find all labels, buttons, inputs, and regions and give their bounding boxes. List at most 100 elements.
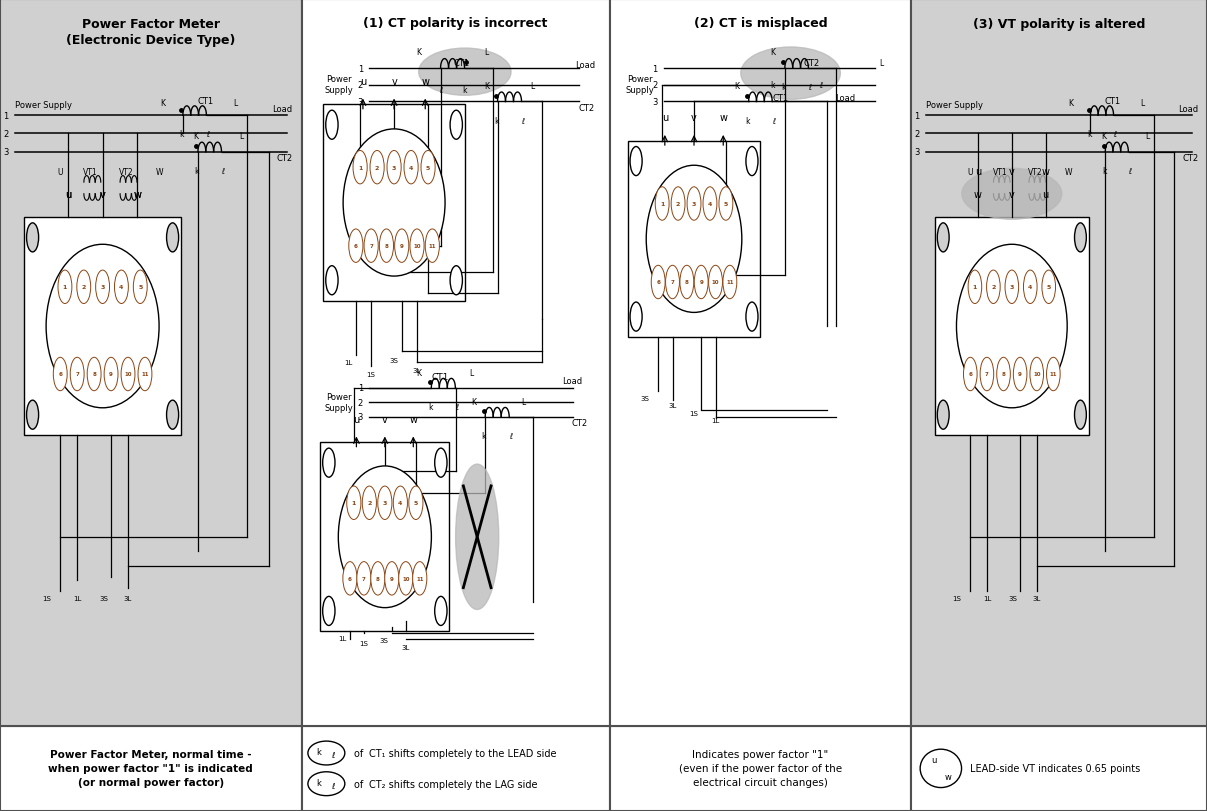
Circle shape	[167, 401, 179, 430]
Text: 3L: 3L	[124, 595, 133, 601]
FancyBboxPatch shape	[323, 105, 465, 301]
Text: u: u	[931, 755, 937, 765]
Text: Power
Supply: Power Supply	[625, 75, 654, 95]
Text: 5: 5	[426, 165, 430, 170]
Text: Load: Load	[575, 61, 595, 70]
Text: 9: 9	[1019, 372, 1022, 377]
Circle shape	[421, 152, 436, 185]
Circle shape	[379, 230, 393, 263]
Text: 3: 3	[357, 413, 363, 422]
Circle shape	[986, 271, 1001, 304]
Text: 3S: 3S	[390, 357, 398, 363]
Circle shape	[1030, 358, 1044, 391]
Text: 5: 5	[1046, 285, 1051, 290]
Text: Load: Load	[273, 105, 292, 114]
Text: 3S: 3S	[99, 595, 109, 601]
Circle shape	[77, 271, 91, 304]
Circle shape	[322, 597, 336, 625]
Text: Load: Load	[562, 376, 583, 385]
Circle shape	[385, 562, 398, 595]
Ellipse shape	[308, 741, 345, 765]
Text: 1S: 1S	[952, 595, 962, 601]
Text: Indicates power factor "1"
(even if the power factor of the
electrical circuit c: Indicates power factor "1" (even if the …	[678, 749, 842, 787]
Text: 1: 1	[652, 64, 658, 74]
Circle shape	[702, 187, 717, 221]
Text: u: u	[975, 166, 981, 176]
Text: 10: 10	[1033, 372, 1040, 377]
Circle shape	[346, 487, 361, 520]
Ellipse shape	[646, 166, 742, 313]
Circle shape	[963, 358, 978, 391]
Circle shape	[393, 487, 408, 520]
Text: 3S: 3S	[640, 396, 649, 401]
Circle shape	[371, 562, 385, 595]
Circle shape	[322, 448, 336, 478]
Text: W: W	[156, 168, 164, 178]
Text: L: L	[239, 132, 244, 141]
Circle shape	[357, 562, 371, 595]
Text: 5: 5	[724, 202, 728, 207]
Text: k: k	[194, 166, 199, 175]
Circle shape	[104, 358, 118, 391]
Text: k: k	[316, 778, 321, 787]
Text: 3L: 3L	[1032, 595, 1040, 601]
Text: 1S: 1S	[367, 371, 375, 378]
Text: K: K	[1068, 99, 1073, 108]
Text: 4: 4	[409, 165, 413, 170]
Circle shape	[27, 401, 39, 430]
Text: L: L	[484, 49, 489, 58]
Text: Power Supply: Power Supply	[926, 101, 982, 109]
Text: k: k	[770, 80, 775, 89]
Text: 1L: 1L	[72, 595, 81, 601]
Text: 1: 1	[660, 202, 664, 207]
Text: 10: 10	[124, 372, 132, 377]
Text: 4: 4	[119, 285, 123, 290]
Text: 4: 4	[398, 500, 403, 505]
Circle shape	[378, 487, 392, 520]
Text: w: w	[421, 77, 430, 87]
Text: 3: 3	[357, 98, 363, 107]
Text: k: k	[427, 402, 432, 411]
Text: CT₁ shifts completely to the LEAD side: CT₁ shifts completely to the LEAD side	[369, 748, 556, 758]
Text: v: v	[692, 114, 696, 123]
Text: 1S: 1S	[689, 410, 698, 416]
Ellipse shape	[308, 772, 345, 796]
Text: of: of	[354, 748, 367, 758]
Text: 2: 2	[367, 500, 372, 505]
Text: L: L	[233, 99, 238, 108]
Circle shape	[938, 401, 949, 430]
Text: w: w	[1042, 166, 1050, 176]
FancyBboxPatch shape	[628, 142, 760, 337]
Circle shape	[352, 152, 367, 185]
Text: VT1: VT1	[992, 168, 1008, 178]
Text: 8: 8	[1002, 372, 1005, 377]
Text: 3L: 3L	[413, 368, 421, 374]
Text: 1L: 1L	[711, 418, 719, 423]
Text: K: K	[161, 99, 165, 108]
Text: Power Factor Meter
(Electronic Device Type): Power Factor Meter (Electronic Device Ty…	[66, 18, 235, 47]
Text: 4: 4	[707, 202, 712, 207]
Text: L: L	[530, 82, 535, 91]
Text: Power
Supply: Power Supply	[325, 75, 354, 95]
Text: 1L: 1L	[344, 359, 352, 365]
Text: 2: 2	[357, 398, 363, 407]
Text: 1: 1	[357, 384, 363, 393]
Text: u: u	[65, 190, 71, 200]
Text: 6: 6	[354, 244, 357, 249]
Text: ℓ: ℓ	[206, 131, 209, 139]
Text: u: u	[360, 77, 366, 87]
Circle shape	[719, 187, 733, 221]
Text: 2: 2	[652, 81, 658, 90]
Text: ℓ: ℓ	[331, 781, 334, 790]
Text: 1: 1	[63, 285, 68, 290]
Text: ℓ: ℓ	[455, 402, 459, 411]
Text: 7: 7	[75, 372, 80, 377]
Text: 6: 6	[968, 372, 973, 377]
Text: L: L	[879, 59, 884, 68]
Text: w: w	[719, 114, 728, 123]
Circle shape	[387, 152, 401, 185]
Circle shape	[997, 358, 1010, 391]
Text: CT2: CT2	[276, 154, 292, 163]
Text: k: k	[462, 86, 467, 95]
Circle shape	[655, 187, 669, 221]
